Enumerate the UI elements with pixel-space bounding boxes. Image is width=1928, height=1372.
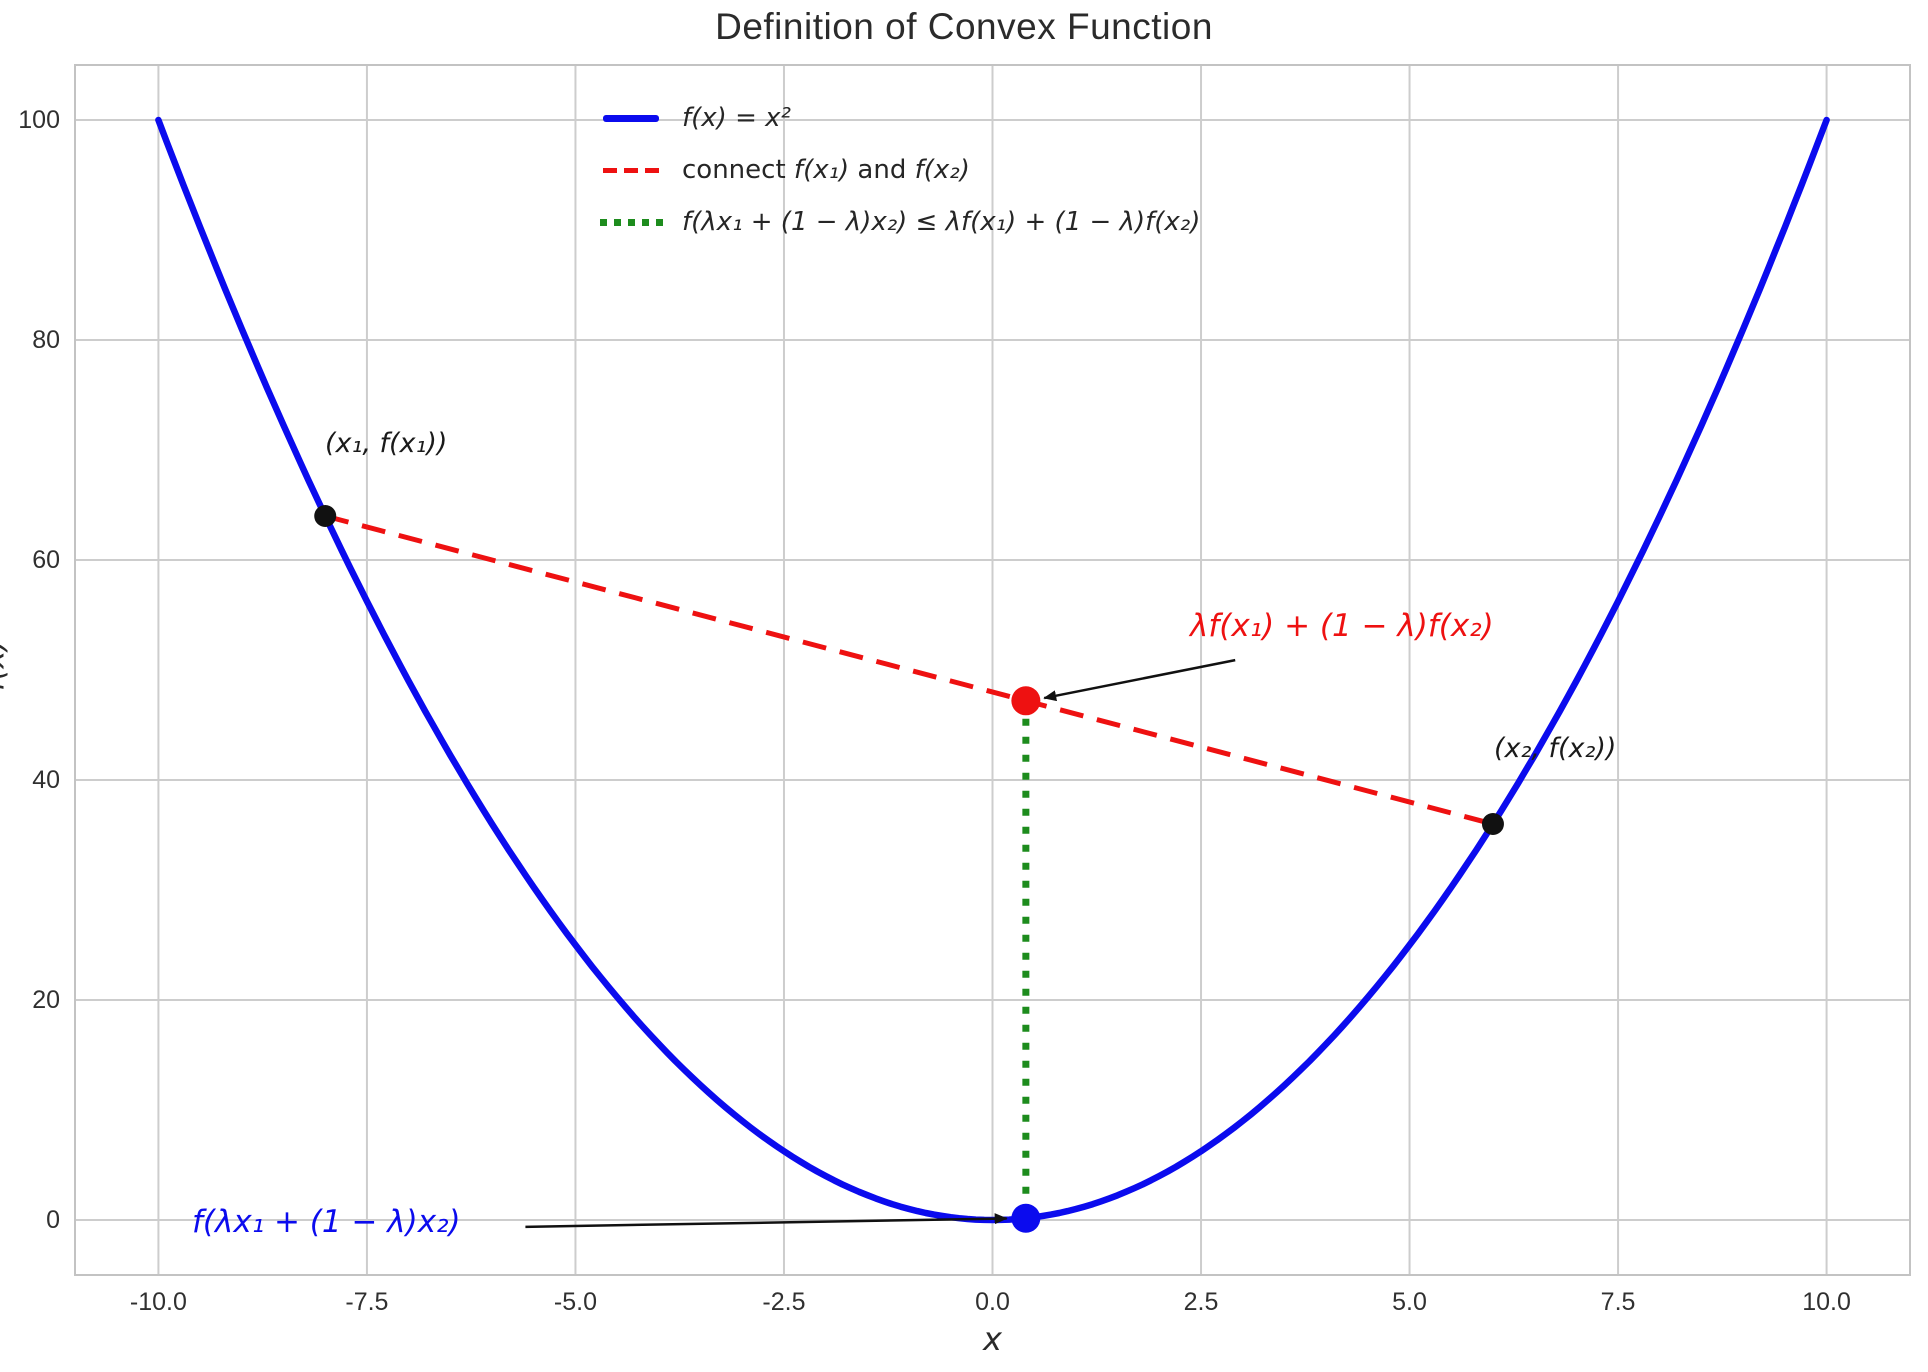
legend-item-chord: connect f(x₁) and f(x₂) <box>602 144 1200 196</box>
y-tick-label: 20 <box>32 986 60 1014</box>
legend-item-inequality: f(λx₁ + (1 − λ)x₂) ≤ λf(x₁) + (1 − λ)f(x… <box>599 196 1201 248</box>
x-tick-label: -7.5 <box>345 1288 389 1316</box>
x-tick-label: 2.5 <box>1183 1288 1219 1316</box>
x-tick-label: -5.0 <box>553 1288 597 1316</box>
annotation-chord-value: λf(x₁) + (1 − λ)f(x₂) <box>1190 608 1494 644</box>
x-axis-label: x <box>983 1320 1002 1358</box>
chord-dashed-line <box>324 513 1494 827</box>
plot-border <box>74 64 1911 1276</box>
legend-item-curve: f(x) = x² <box>602 92 1200 144</box>
point-label-x2: (x₂, f(x₂)) <box>1494 733 1617 764</box>
arrow-to-curve-point <box>525 1213 1008 1229</box>
legend-sample-dashed-line <box>602 167 660 173</box>
x-tick-label: 0.0 <box>975 1288 1010 1316</box>
legend-sample-solid-line <box>602 114 660 122</box>
y-tick-label: 0 <box>46 1206 60 1234</box>
x-tick-label: 5.0 <box>1392 1288 1427 1316</box>
y-tick-label: 80 <box>32 326 60 354</box>
point-curve-combination <box>1011 1203 1041 1233</box>
legend-label-inequality: f(λx₁ + (1 − λ)x₂) ≤ λf(x₁) + (1 − λ)f(x… <box>682 207 1201 237</box>
y-axis-label: f(x) <box>0 639 12 691</box>
legend: f(x) = x² connect f(x₁) and f(x₂) f(λx₁ … <box>599 92 1201 248</box>
point-chord-combination <box>1011 686 1041 716</box>
point-x2 <box>1481 813 1504 835</box>
x-tick-label: 10.0 <box>1802 1288 1851 1316</box>
legend-label-curve: f(x) = x² <box>682 103 791 133</box>
x-tick-label: 7.5 <box>1600 1288 1636 1316</box>
y-tick-label: 60 <box>32 546 60 574</box>
x-tick-label: -10.0 <box>129 1288 187 1316</box>
point-label-x1: (x₁, f(x₁)) <box>325 428 448 459</box>
chart-title: Definition of Convex Function <box>715 6 1213 47</box>
point-x1 <box>314 505 337 527</box>
arrow-to-chord-point <box>1043 658 1236 702</box>
legend-sample-dotted-line <box>599 218 663 226</box>
legend-label-chord: connect f(x₁) and f(x₂) <box>682 155 970 185</box>
y-tick-label: 40 <box>32 766 60 794</box>
y-tick-label: 100 <box>18 106 60 134</box>
annotation-curve-value: f(λx₁ + (1 − λ)x₂) <box>192 1204 461 1240</box>
x-tick-label: -2.5 <box>762 1288 806 1316</box>
curve-fx-line <box>155 116 1830 1224</box>
